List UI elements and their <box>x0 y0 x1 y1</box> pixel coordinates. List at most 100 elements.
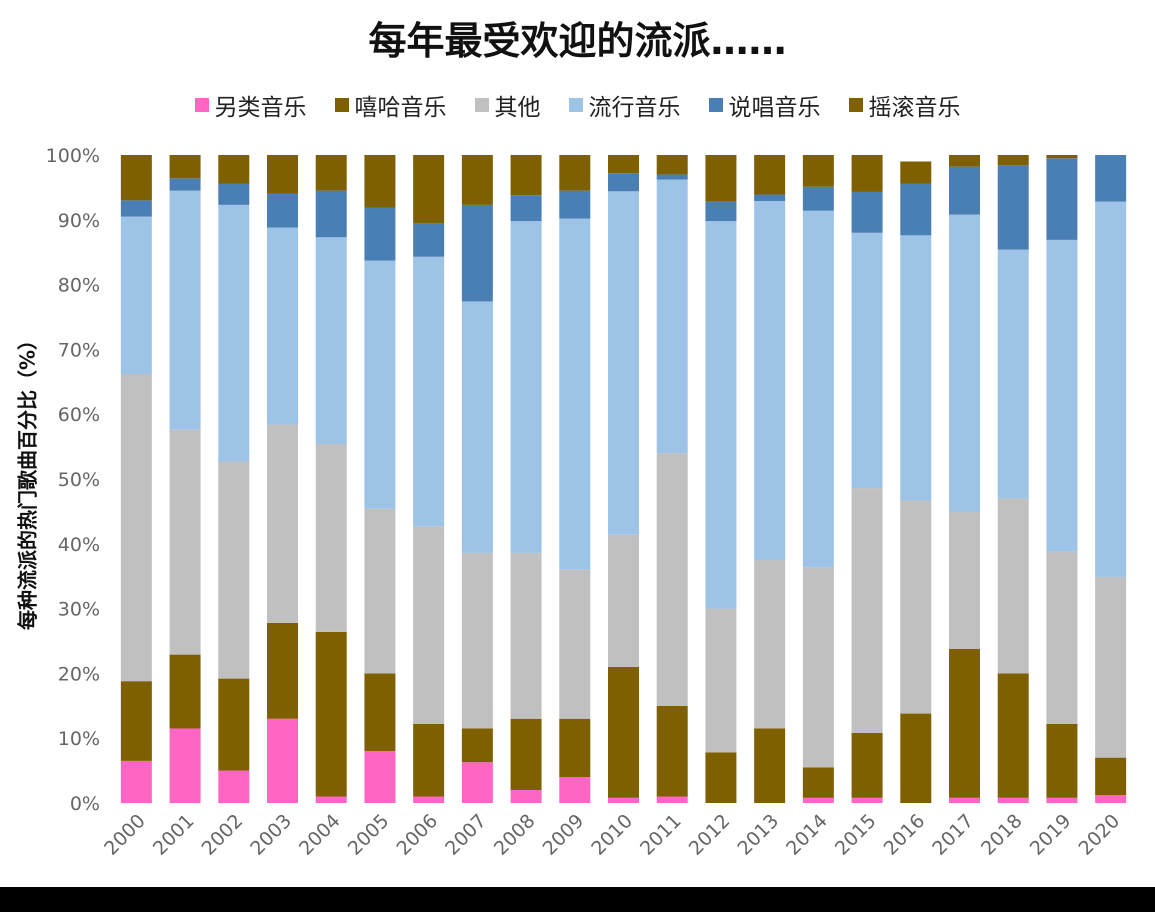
bar-segment <box>267 622 298 719</box>
bar-segment <box>120 200 152 217</box>
bar-segment <box>754 194 786 202</box>
bar-segment <box>997 673 1029 798</box>
bar-segment <box>900 235 932 501</box>
bar-segment <box>510 221 542 553</box>
bar-segment <box>1095 795 1127 803</box>
legend-label-rap: 说唱音乐 <box>728 95 821 121</box>
bar-segment <box>1046 158 1078 240</box>
bar-segment <box>802 767 834 798</box>
y-tick-label: 10% <box>58 728 100 750</box>
bar-segment <box>705 155 737 202</box>
bar-segment <box>851 488 883 734</box>
bar-segment <box>851 191 883 233</box>
bar-segment <box>754 201 786 560</box>
legend-item-rap: 说唱音乐 <box>708 88 821 122</box>
bar-segment <box>608 666 639 798</box>
bar-segment <box>169 178 201 191</box>
legend-label-hiphop: 嘻哈音乐 <box>354 95 447 121</box>
bar-segment <box>461 762 493 803</box>
bar-segment <box>997 797 1029 803</box>
legend-label-alternative: 另类音乐 <box>214 95 307 121</box>
legend-item-hiphop: 嘻哈音乐 <box>334 88 447 122</box>
bar-segment <box>802 186 834 211</box>
bar-segment <box>949 797 980 803</box>
bar-segment <box>608 155 639 174</box>
bar-segment <box>559 190 591 219</box>
x-tick-label: 2015 <box>831 810 881 860</box>
bar-segment <box>802 210 834 568</box>
bar-segment <box>510 718 542 791</box>
bar-segment <box>510 790 542 803</box>
legend-swatch-alternative <box>194 98 209 112</box>
bar-segment <box>559 718 591 778</box>
bar-segment <box>1095 757 1127 796</box>
y-tick-label: 50% <box>58 469 100 491</box>
y-tick-label: 60% <box>58 404 100 426</box>
bar-segment <box>218 204 250 462</box>
bar-segment <box>705 608 737 753</box>
bar-segment <box>1095 155 1127 202</box>
bar-segment <box>754 728 786 803</box>
x-tick-label: 2000 <box>100 810 150 860</box>
x-tick-label: 2006 <box>392 810 442 860</box>
bar-segment <box>218 155 250 184</box>
bar-segment <box>997 498 1029 674</box>
bar-segment <box>656 179 688 454</box>
bar-segment <box>120 760 152 803</box>
x-tick-label: 2016 <box>880 810 930 860</box>
bar-segment <box>413 796 445 803</box>
legend-label-other: 其他 <box>494 95 541 121</box>
bar-segment <box>461 728 493 763</box>
bar-segment <box>997 165 1029 250</box>
bar-segment <box>608 191 639 535</box>
y-tick-label: 90% <box>58 210 100 232</box>
bar-segment <box>949 166 980 215</box>
bar-segment <box>413 526 445 724</box>
bar-segment <box>267 155 298 194</box>
x-tick-label: 2001 <box>149 810 199 860</box>
bar-segment <box>900 713 932 803</box>
bar-segment <box>120 155 152 201</box>
y-tick-label: 0% <box>70 793 100 815</box>
legend-swatch-hiphop <box>334 98 349 112</box>
bar-segment <box>1046 155 1078 159</box>
y-tick-label: 30% <box>58 599 100 621</box>
x-tick-label: 2012 <box>685 810 735 860</box>
bar-segment <box>413 256 445 527</box>
bar-segment <box>851 155 883 192</box>
bar-segment <box>364 207 396 261</box>
bar-segment <box>705 201 737 222</box>
legend-swatch-other <box>474 98 489 112</box>
bar-segment <box>1095 201 1127 577</box>
bar-segment <box>364 508 396 674</box>
x-tick-label: 2004 <box>295 810 345 860</box>
x-tick-label: 2019 <box>1026 810 1076 860</box>
x-tick-label: 2018 <box>977 810 1027 860</box>
bar-segment <box>169 654 201 729</box>
bar-segment <box>705 221 737 609</box>
bar-segment <box>267 424 298 623</box>
bar-segment <box>1095 576 1127 758</box>
bar-segment <box>364 260 396 509</box>
bar-segment <box>900 161 932 184</box>
y-tick-label: 100% <box>46 145 100 167</box>
bar-segment <box>754 560 786 729</box>
bar-segment <box>267 718 298 803</box>
x-tick-label: 2007 <box>441 810 491 860</box>
bar-segment <box>461 204 493 302</box>
bar-segment <box>315 631 347 797</box>
bar-segment <box>315 796 347 803</box>
legend-item-other: 其他 <box>474 88 541 122</box>
bar-segment <box>461 552 493 729</box>
bar-segment <box>1046 239 1078 552</box>
bar-segment <box>802 797 834 803</box>
bar-segment <box>900 500 932 714</box>
bar-segment <box>705 752 737 803</box>
x-tick-label: 2003 <box>246 810 296 860</box>
bar-segment <box>900 183 932 236</box>
x-tick-label: 2017 <box>928 810 978 860</box>
legend-item-rock: 摇滚音乐 <box>848 88 961 122</box>
bar-segment <box>656 453 688 706</box>
y-tick-label: 20% <box>58 663 100 685</box>
bar-segment <box>510 155 542 196</box>
